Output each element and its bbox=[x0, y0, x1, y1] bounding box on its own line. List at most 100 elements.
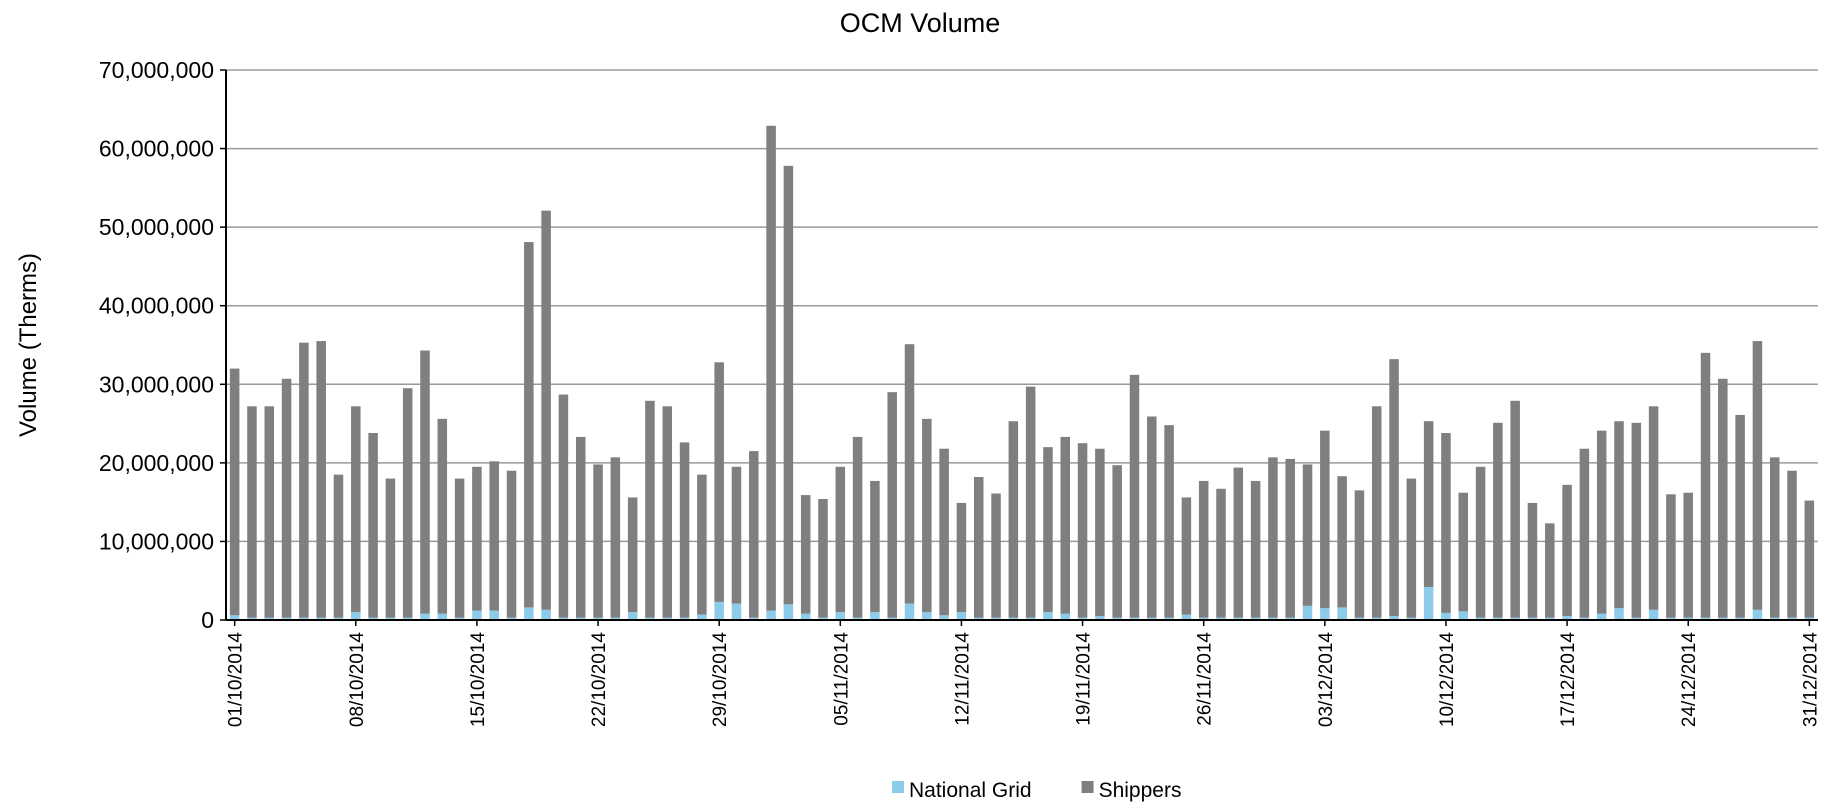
bar-segment bbox=[454, 478, 465, 618]
bar-segment bbox=[1614, 421, 1624, 609]
bar-segment bbox=[1025, 617, 1036, 620]
bar-segment bbox=[1423, 421, 1434, 587]
bar-segment bbox=[731, 466, 742, 604]
bar-segment bbox=[1198, 480, 1209, 618]
bar-segment bbox=[247, 617, 257, 620]
bar-segment bbox=[1302, 464, 1313, 606]
bar-segment bbox=[1112, 465, 1122, 618]
bar-segment bbox=[299, 342, 309, 618]
bar-segment bbox=[922, 612, 932, 620]
bar-segment bbox=[1700, 617, 1711, 620]
bar-segment bbox=[1198, 617, 1209, 620]
bar-segment bbox=[575, 436, 586, 618]
bar-segment bbox=[1268, 457, 1278, 618]
bar-segment bbox=[1320, 608, 1330, 620]
bar-segment bbox=[281, 378, 292, 618]
bar-segment bbox=[714, 362, 724, 602]
bar-segment bbox=[973, 617, 984, 620]
bar-segment bbox=[506, 470, 517, 618]
bar-segment bbox=[627, 612, 638, 620]
bar-segment bbox=[1596, 613, 1607, 620]
bar-segment bbox=[402, 388, 413, 618]
bar-segment bbox=[368, 617, 378, 620]
bar-segment bbox=[714, 601, 724, 620]
x-tick-label: 22/10/2014 bbox=[589, 632, 610, 728]
y-tick-label: 50,000,000 bbox=[99, 214, 214, 240]
bar-segment bbox=[1112, 617, 1122, 620]
bar-segment bbox=[1631, 617, 1642, 620]
bar-segment bbox=[766, 125, 776, 611]
bar-segment bbox=[1389, 616, 1399, 620]
bar-segment bbox=[1562, 616, 1572, 620]
bar-segment bbox=[991, 493, 1001, 618]
bar-segment bbox=[852, 436, 863, 618]
bar-segment bbox=[1371, 406, 1382, 618]
bar-segment bbox=[1804, 617, 1815, 620]
legend-swatch bbox=[892, 781, 904, 793]
bar-segment bbox=[1510, 400, 1520, 618]
bar-segment bbox=[1129, 374, 1140, 618]
bar-segment bbox=[1458, 492, 1469, 612]
bar-segment bbox=[1752, 609, 1763, 620]
bar-segment bbox=[229, 615, 240, 620]
bar-segment bbox=[1718, 617, 1728, 620]
bar-segment bbox=[1337, 476, 1347, 608]
bar-segment bbox=[1596, 430, 1607, 614]
bar-segment bbox=[610, 617, 621, 620]
bar-segment bbox=[904, 344, 915, 604]
bar-segment bbox=[1683, 617, 1693, 620]
bar-segment bbox=[1216, 617, 1226, 620]
bar-segment bbox=[1579, 448, 1590, 618]
bar-segment bbox=[264, 406, 275, 618]
x-tick-label: 05/11/2014 bbox=[831, 632, 852, 726]
chart-title: OCM Volume bbox=[840, 8, 1001, 38]
x-tick-label: 19/11/2014 bbox=[1074, 632, 1095, 726]
bar-segment bbox=[316, 617, 326, 620]
bar-segment bbox=[800, 495, 811, 614]
x-tick-label: 10/12/2014 bbox=[1437, 632, 1458, 728]
x-tick-label: 01/10/2014 bbox=[226, 632, 247, 728]
bar-segment bbox=[1354, 617, 1365, 620]
x-tick-label: 17/12/2014 bbox=[1558, 632, 1579, 728]
bar-segment bbox=[783, 165, 794, 605]
bar-segment bbox=[1527, 617, 1538, 620]
bar-segment bbox=[1510, 617, 1520, 620]
bar-segment bbox=[264, 617, 275, 620]
bar-segment bbox=[1043, 447, 1053, 613]
bar-segment bbox=[1389, 359, 1399, 617]
bar-segment bbox=[420, 350, 430, 614]
bar-segment bbox=[697, 614, 707, 620]
bar-segment bbox=[1735, 414, 1745, 618]
bar-segment bbox=[1648, 406, 1659, 610]
legend-swatch bbox=[1081, 781, 1094, 793]
bar-segment bbox=[697, 474, 707, 615]
bar-segment bbox=[1441, 433, 1451, 613]
bar-segment bbox=[1354, 490, 1365, 618]
bar-segment bbox=[1285, 458, 1295, 618]
bar-segment bbox=[524, 607, 534, 620]
bar-segment bbox=[333, 474, 344, 618]
x-tick-label: 29/10/2014 bbox=[710, 632, 731, 728]
bar-segment bbox=[1181, 497, 1192, 615]
bar-segment bbox=[1233, 617, 1244, 620]
bar-segment bbox=[1320, 430, 1330, 609]
bar-segment bbox=[1043, 612, 1053, 620]
bar-segment bbox=[541, 210, 551, 610]
bar-segment bbox=[1787, 470, 1797, 618]
x-tick-label: 03/12/2014 bbox=[1316, 632, 1337, 728]
bar-segment bbox=[679, 442, 690, 618]
bar-segment bbox=[1441, 612, 1451, 620]
bar-segment bbox=[887, 392, 897, 618]
bar-segment bbox=[731, 603, 742, 620]
bar-segment bbox=[593, 617, 603, 620]
y-tick-label: 0 bbox=[201, 607, 214, 633]
bar-segment bbox=[1769, 457, 1780, 618]
y-tick-label: 20,000,000 bbox=[99, 450, 214, 476]
bar-segment bbox=[1060, 436, 1071, 614]
bar-segment bbox=[1181, 614, 1192, 620]
bar-segment bbox=[1250, 617, 1261, 620]
bar-segment bbox=[991, 617, 1001, 620]
bar-segment bbox=[368, 433, 378, 618]
bar-segment bbox=[904, 603, 915, 620]
bar-segment bbox=[783, 604, 794, 620]
